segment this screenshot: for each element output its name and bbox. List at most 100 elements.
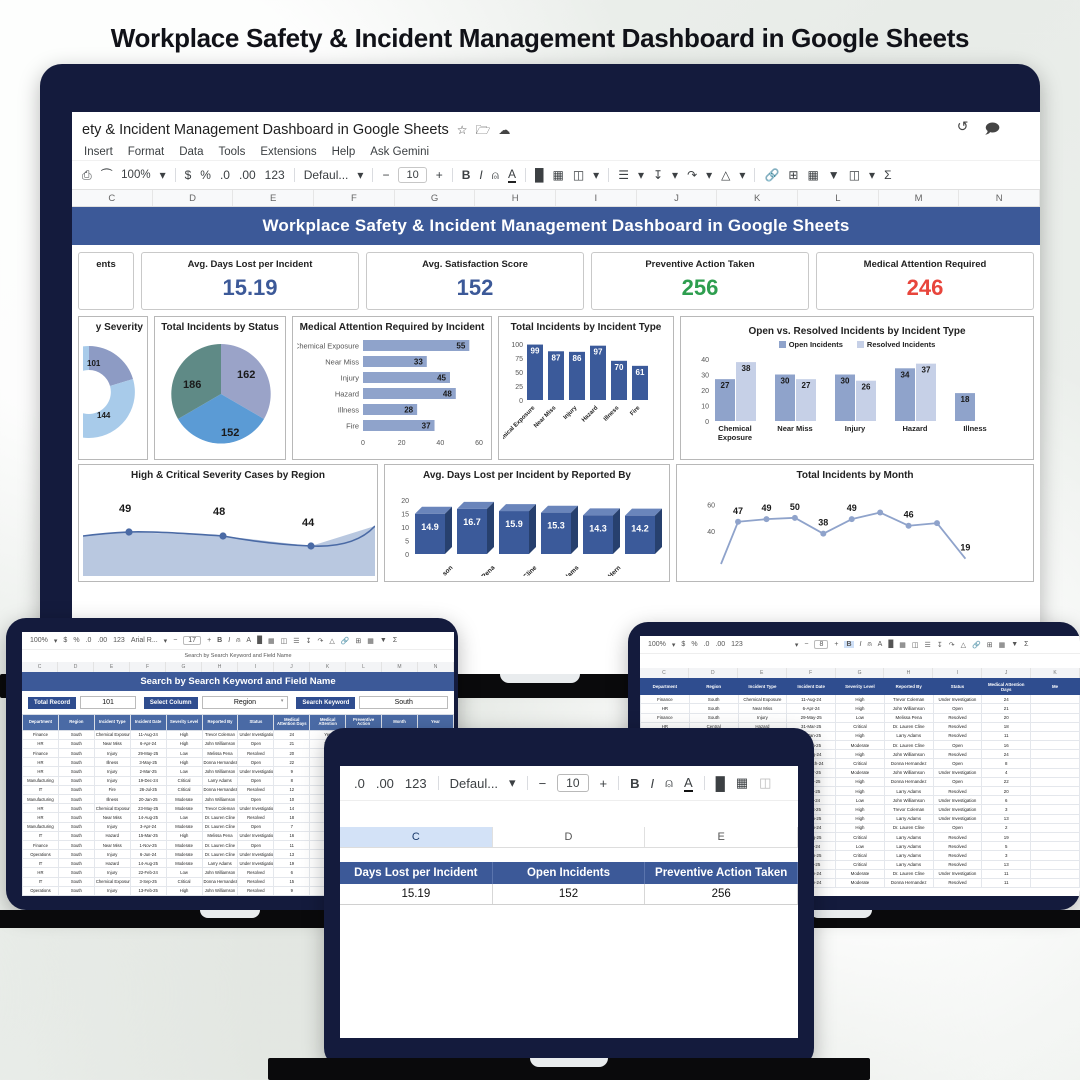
table-header[interactable]: Me	[1030, 677, 1080, 696]
column-header-g[interactable]: G	[395, 190, 476, 206]
zoom-level[interactable]: 100%	[121, 169, 151, 181]
filter-icon[interactable]: ▼	[1011, 641, 1019, 648]
column-header-l[interactable]: L	[346, 662, 382, 672]
link-icon[interactable]: 🔗	[764, 168, 780, 182]
kpi-card-1[interactable]: Avg. Days Lost per Incident 15.19	[141, 252, 359, 310]
column-header-g[interactable]: G	[166, 662, 202, 672]
column-header-i[interactable]: I	[238, 662, 274, 672]
filter-views-icon[interactable]: ◫	[848, 168, 861, 182]
strikethrough-button[interactable]: ⍝	[867, 640, 872, 648]
table-row[interactable]: Finance South Chemical Exposure 11-Aug-24 Hi…	[640, 694, 1080, 705]
search-keyword-input[interactable]: South	[359, 696, 448, 709]
column-header-e[interactable]: E	[94, 662, 130, 672]
table-header[interactable]: Medical Attention Days	[981, 677, 1032, 696]
chevron-down-icon[interactable]: ▾	[794, 641, 799, 649]
table-header[interactable]: Month	[381, 714, 418, 731]
decimal-increase-icon[interactable]: .00	[715, 641, 726, 648]
strikethrough-button[interactable]: ⍝	[236, 636, 241, 644]
decimal-decrease-icon[interactable]: .0	[85, 637, 92, 644]
column-header-d[interactable]: D	[689, 668, 738, 678]
fill-color-icon[interactable]: █	[257, 637, 263, 644]
chevron-down-icon[interactable]: ▾	[593, 168, 600, 182]
column-header-h[interactable]: H	[884, 668, 934, 678]
merge-cells-icon[interactable]: ◫	[572, 168, 585, 182]
font-size-increase-button[interactable]: +	[599, 775, 608, 791]
table-header[interactable]: Reported By	[201, 714, 239, 731]
table-header[interactable]: Incident Date	[129, 714, 167, 731]
link-icon[interactable]: 🔗	[340, 637, 350, 645]
chart-panel-status[interactable]: Total Incidents by Status 186 162 152	[154, 316, 286, 460]
insert-comment-icon[interactable]: ⊞	[788, 168, 799, 182]
column-header-n[interactable]: N	[418, 662, 454, 672]
column-header-k[interactable]: K	[717, 190, 799, 206]
align-icon[interactable]: ☰	[924, 641, 931, 649]
kpi-card-3[interactable]: Preventive Action Taken 256	[591, 252, 809, 310]
column-header-m[interactable]: M	[879, 190, 960, 206]
more-formats-icon[interactable]: 123	[731, 641, 743, 648]
font-size-input[interactable]: 10	[398, 167, 427, 183]
chevron-down-icon[interactable]: ▾	[672, 168, 679, 182]
currency-icon[interactable]: $	[184, 168, 192, 182]
chevron-down-icon[interactable]: ▾	[869, 168, 876, 182]
font-size-decrease-button[interactable]: −	[538, 775, 547, 791]
font-size-increase-button[interactable]: +	[435, 168, 443, 182]
functions-icon[interactable]: Σ	[1024, 641, 1029, 648]
insert-chart-icon[interactable]: ▦	[367, 637, 374, 645]
cloud-saved-icon[interactable]: ☁	[498, 123, 511, 137]
vertical-align-icon[interactable]: ↧	[305, 637, 312, 645]
menu-item-insert[interactable]: Insert	[84, 146, 113, 158]
table-header[interactable]: Reported By	[883, 677, 934, 696]
comment-icon[interactable]: 🗩	[984, 120, 1000, 136]
more-formats-icon[interactable]: 123	[404, 775, 427, 791]
bold-button[interactable]: B	[461, 168, 471, 182]
menu-item-format[interactable]: Format	[127, 146, 165, 158]
zoom-level[interactable]: 100%	[648, 641, 666, 648]
align-icon[interactable]: ☰	[618, 168, 629, 182]
table-header[interactable]: Incident Type	[737, 677, 788, 696]
column-header-f[interactable]: F	[787, 668, 836, 678]
chart-panel-severity[interactable]: y Severity 101 144	[78, 316, 148, 460]
table-header[interactable]: Region	[57, 714, 95, 731]
italic-button[interactable]: I	[228, 637, 231, 644]
column-header-d[interactable]: D	[58, 662, 94, 672]
font-size-input[interactable]: 8	[814, 640, 829, 649]
insert-chart-icon[interactable]: ▦	[807, 168, 819, 182]
text-color-button[interactable]: A	[877, 641, 883, 648]
vertical-align-icon[interactable]: ↧	[936, 641, 943, 649]
column-header-c[interactable]: C	[72, 190, 153, 206]
font-size-increase-button[interactable]: +	[207, 637, 212, 644]
document-name[interactable]: ety & Incident Management Dashboard in G…	[82, 122, 449, 138]
insert-chart-icon[interactable]: ▦	[998, 641, 1006, 649]
percent-icon[interactable]: %	[200, 168, 211, 182]
column-header-d[interactable]: D	[493, 827, 646, 847]
column-header-e[interactable]: E	[738, 668, 787, 678]
font-size-decrease-button[interactable]: −	[804, 641, 809, 648]
font-family-select[interactable]: Defaul...	[303, 168, 349, 182]
insert-comment-icon[interactable]: ⊞	[986, 641, 993, 649]
column-header-c[interactable]: C	[340, 827, 493, 847]
chevron-down-icon[interactable]: ▾	[706, 168, 713, 182]
move-to-folder-icon[interactable]: 🗁	[475, 123, 491, 137]
table-header[interactable]: Incident Type	[93, 714, 131, 731]
font-family-select[interactable]: Defaul...	[449, 775, 499, 791]
chart-panel-days-lost-reported[interactable]: Avg. Days Lost per Incident by Reported …	[384, 464, 670, 582]
borders-icon[interactable]: ▦	[268, 637, 275, 645]
decimal-decrease-icon[interactable]: .0	[354, 775, 365, 791]
chart-panel-incident-type[interactable]: Total Incidents by Incident Type 100 75 50…	[498, 316, 674, 460]
bold-button[interactable]: B	[630, 775, 640, 791]
chart-panel-open-vs-resolved[interactable]: Open vs. Resolved Incidents by Incident …	[680, 316, 1034, 460]
column-header-h[interactable]: H	[202, 662, 238, 672]
star-icon[interactable]: ☆	[456, 123, 468, 137]
merge-cells-icon[interactable]: ◫	[911, 641, 919, 649]
column-header-d[interactable]: D	[153, 190, 234, 206]
percent-icon[interactable]: %	[73, 637, 80, 644]
text-wrap-icon[interactable]: ↷	[317, 637, 324, 645]
chart-panel-medical-attention[interactable]: Medical Attention Required by Incident C…	[292, 316, 492, 460]
text-color-button[interactable]: A	[507, 167, 516, 183]
kpi-card-4[interactable]: Medical Attention Required 246	[816, 252, 1034, 310]
menu-item-data[interactable]: Data	[179, 146, 204, 158]
filter-icon[interactable]: ▼	[827, 168, 840, 182]
table-header[interactable]: Severity Level	[165, 714, 203, 731]
text-color-button[interactable]: A	[246, 637, 252, 644]
italic-button[interactable]: I	[859, 641, 862, 648]
